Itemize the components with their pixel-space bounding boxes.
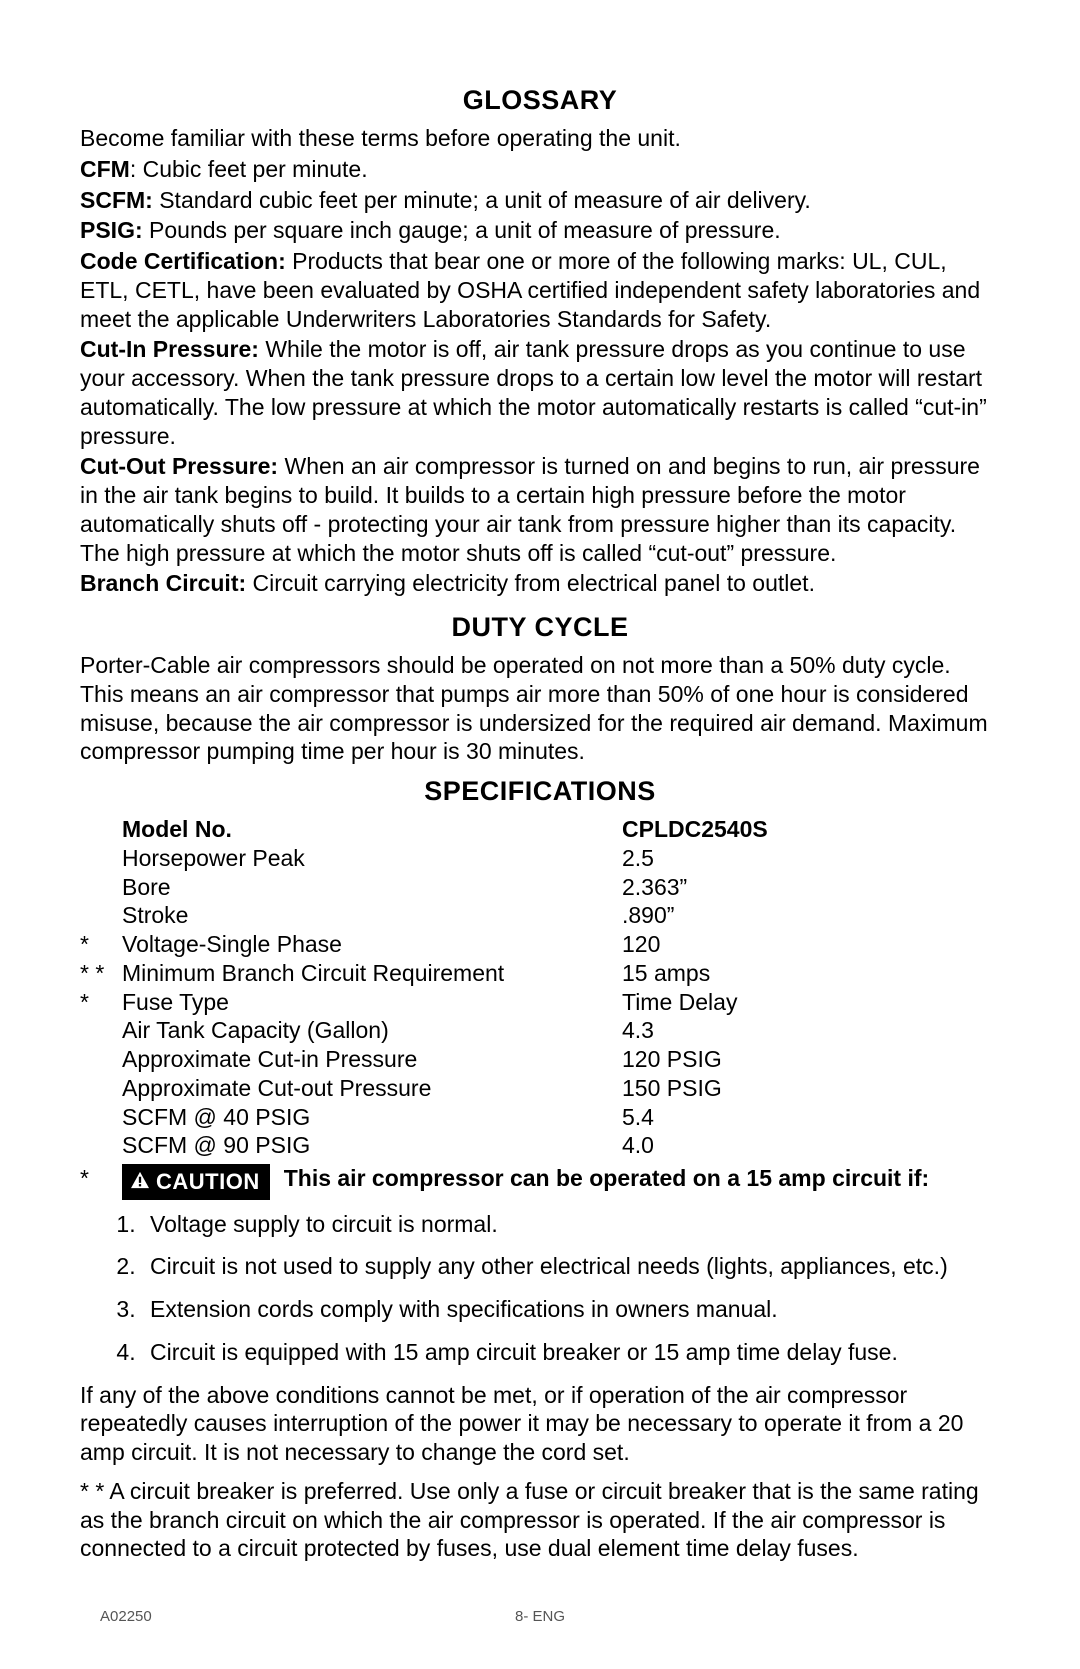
glossary-definition: : Cubic feet per minute.	[130, 156, 368, 182]
spec-row-value: 5.4	[622, 1103, 1000, 1132]
spec-header-label: Model No.	[122, 815, 622, 844]
spec-row-mark: * *	[80, 959, 122, 988]
spec-row-label: Stroke	[122, 901, 622, 930]
page-footer: A02250 8- ENG	[0, 1608, 1080, 1625]
warning-triangle-icon	[130, 1168, 150, 1196]
spec-row-mark	[80, 1016, 122, 1045]
glossary-entry: CFM: Cubic feet per minute.	[80, 155, 1000, 184]
spec-row-label: Voltage-Single Phase	[122, 930, 622, 959]
spec-row-label: Fuse Type	[122, 988, 622, 1017]
caution-asterisk: *	[80, 1164, 122, 1193]
spec-row-mark	[80, 873, 122, 902]
glossary-definition: Circuit carrying electricity from electr…	[246, 570, 815, 596]
spec-row-value: 4.0	[622, 1131, 1000, 1160]
caution-row: * CAUTION This air compressor can be ope…	[80, 1164, 1000, 1200]
spec-row-mark	[80, 1074, 122, 1103]
glossary-entry: Branch Circuit: Circuit carrying electri…	[80, 569, 1000, 598]
condition-item: Voltage supply to circuit is normal.	[142, 1210, 1000, 1239]
glossary-term: PSIG:	[80, 217, 143, 243]
spec-row-value: 2.363”	[622, 873, 1000, 902]
glossary-term: Cut-Out Pressure:	[80, 453, 278, 479]
glossary-term: Branch Circuit:	[80, 570, 246, 596]
glossary-term: Code Certification:	[80, 248, 286, 274]
condition-item: Circuit is equipped with 15 amp circuit …	[142, 1338, 1000, 1367]
glossary-term: SCFM:	[80, 187, 153, 213]
spec-row-value: 120	[622, 930, 1000, 959]
spec-row: *Fuse TypeTime Delay	[80, 988, 1000, 1017]
spec-row-label: Minimum Branch Circuit Requirement	[122, 959, 622, 988]
spec-row: Approximate Cut-out Pressure150 PSIG	[80, 1074, 1000, 1103]
breaker-note-paragraph: * * A circuit breaker is preferred. Use …	[80, 1477, 1000, 1563]
condition-item: Extension cords comply with specificatio…	[142, 1295, 1000, 1324]
spec-row-label: Approximate Cut-out Pressure	[122, 1074, 622, 1103]
glossary-intro: Become familiar with these terms before …	[80, 124, 1000, 153]
spec-row-mark	[80, 901, 122, 930]
duty-cycle-body: Porter-Cable air compressors should be o…	[80, 651, 1000, 766]
glossary-entry: Cut-In Pressure: While the motor is off,…	[80, 335, 1000, 450]
spec-header-value: CPLDC2540S	[622, 815, 1000, 844]
spec-row-value: .890”	[622, 901, 1000, 930]
spec-row-value: 150 PSIG	[622, 1074, 1000, 1103]
caution-badge-label: CAUTION	[156, 1168, 260, 1196]
spec-row-mark: *	[80, 930, 122, 959]
spec-row-mark: *	[80, 988, 122, 1017]
spec-row: Horsepower Peak2.5	[80, 844, 1000, 873]
spec-row: Bore2.363”	[80, 873, 1000, 902]
spec-row-mark	[80, 1131, 122, 1160]
spec-row-mark	[80, 844, 122, 873]
spec-row-mark	[80, 1103, 122, 1132]
fallback-paragraph: If any of the above conditions cannot be…	[80, 1381, 1000, 1467]
specifications-table: Model No. CPLDC2540S Horsepower Peak2.5B…	[80, 815, 1000, 1160]
glossary-definition: Pounds per square inch gauge; a unit of …	[143, 217, 781, 243]
caution-badge: CAUTION	[122, 1164, 270, 1200]
specifications-heading: SPECIFICATIONS	[80, 776, 1000, 807]
glossary-entry: Cut-Out Pressure: When an air compressor…	[80, 452, 1000, 567]
glossary-heading: GLOSSARY	[80, 85, 1000, 116]
spec-row: * *Minimum Branch Circuit Requirement15 …	[80, 959, 1000, 988]
glossary-entry: Code Certification: Products that bear o…	[80, 247, 1000, 333]
spec-row-value: Time Delay	[622, 988, 1000, 1017]
spec-row: SCFM @ 40 PSIG5.4	[80, 1103, 1000, 1132]
spec-row-value: 15 amps	[622, 959, 1000, 988]
spec-row: SCFM @ 90 PSIG4.0	[80, 1131, 1000, 1160]
doc-code: A02250	[100, 1608, 152, 1625]
page-number: 8- ENG	[0, 1608, 1080, 1625]
spec-row-label: Horsepower Peak	[122, 844, 622, 873]
spec-row-value: 4.3	[622, 1016, 1000, 1045]
spec-row-value: 2.5	[622, 844, 1000, 873]
duty-cycle-heading: DUTY CYCLE	[80, 612, 1000, 643]
condition-item: Circuit is not used to supply any other …	[142, 1252, 1000, 1281]
spec-row-label: Approximate Cut-in Pressure	[122, 1045, 622, 1074]
spec-row-label: Air Tank Capacity (Gallon)	[122, 1016, 622, 1045]
spec-row-label: SCFM @ 40 PSIG	[122, 1103, 622, 1132]
caution-text: This air compressor can be operated on a…	[270, 1164, 1000, 1193]
glossary-definition: Standard cubic feet per minute; a unit o…	[153, 187, 811, 213]
spec-row-label: SCFM @ 90 PSIG	[122, 1131, 622, 1160]
spec-row: *Voltage-Single Phase120	[80, 930, 1000, 959]
spec-row: Stroke.890”	[80, 901, 1000, 930]
spec-row: Air Tank Capacity (Gallon)4.3	[80, 1016, 1000, 1045]
glossary-entry: SCFM: Standard cubic feet per minute; a …	[80, 186, 1000, 215]
spec-row-value: 120 PSIG	[622, 1045, 1000, 1074]
spec-header-row: Model No. CPLDC2540S	[80, 815, 1000, 844]
glossary-term: Cut-In Pressure:	[80, 336, 259, 362]
spec-row: Approximate Cut-in Pressure120 PSIG	[80, 1045, 1000, 1074]
spec-row-label: Bore	[122, 873, 622, 902]
glossary-entry-list: CFM: Cubic feet per minute.SCFM: Standar…	[80, 155, 1000, 598]
glossary-term: CFM	[80, 156, 130, 182]
conditions-list: Voltage supply to circuit is normal. Circ…	[80, 1210, 1000, 1367]
glossary-entry: PSIG: Pounds per square inch gauge; a un…	[80, 216, 1000, 245]
spec-row-mark	[80, 1045, 122, 1074]
